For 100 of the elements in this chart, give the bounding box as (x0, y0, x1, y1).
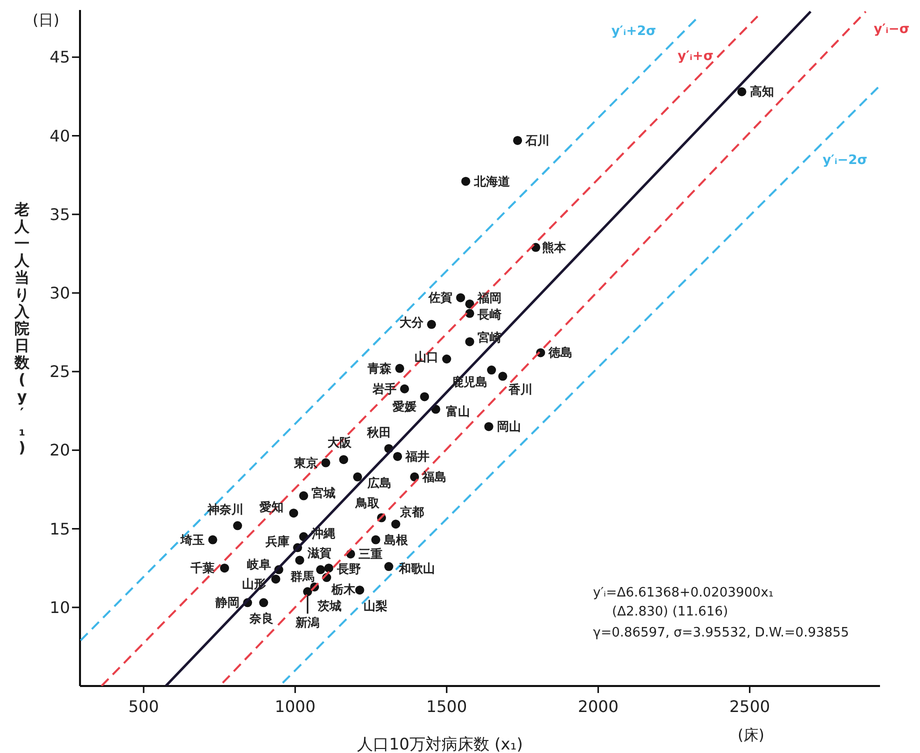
series-label: y′ᵢ−2σ (822, 152, 868, 168)
y-tick-label: 45 (50, 48, 70, 67)
x-tick-label: 500 (128, 697, 159, 716)
point (321, 458, 330, 468)
point (289, 508, 298, 518)
annotation: 熊本 (542, 240, 567, 254)
annotation: 秋田 (366, 426, 391, 440)
annotation: 奈良 (248, 612, 274, 626)
annotation: 徳島 (548, 346, 573, 360)
x-tick-label: 2500 (729, 697, 770, 716)
annotation: 三重 (358, 546, 383, 561)
point (233, 521, 242, 530)
annotation: 大分 (400, 315, 425, 330)
annotation: 福島 (422, 470, 447, 484)
annotation: 福岡 (476, 290, 502, 305)
annotation: 岩手 (372, 382, 397, 396)
annotation: 佐賀 (428, 290, 453, 305)
annotation: 新潟 (294, 616, 320, 630)
point (465, 337, 474, 346)
annotation: 愛知 (260, 500, 284, 514)
point (498, 372, 508, 381)
annotation: 千葉 (190, 561, 215, 576)
annotation: 山口 (414, 350, 439, 364)
annotation: 長崎 (476, 307, 502, 322)
point (353, 472, 362, 482)
point (271, 574, 280, 584)
annotation: 和歌山 (398, 562, 435, 576)
y-tick-label: 20 (50, 440, 70, 460)
annotation: 島根 (384, 532, 409, 547)
annotation: 山梨 (364, 599, 388, 614)
annotation: 沖縄 (310, 526, 336, 541)
point (487, 366, 496, 375)
point (295, 556, 304, 565)
annotation: 大阪 (328, 436, 353, 450)
annotation: 栃木 (330, 582, 357, 597)
y-tick-label: 40 (50, 126, 70, 146)
point (465, 308, 474, 318)
annotation: 福井 (404, 449, 430, 464)
annotation: 高知 (750, 84, 774, 99)
point (737, 87, 746, 96)
x-axis-title: 人口10万対病床数 (x₁) (357, 734, 523, 753)
annotation: 東京 (292, 456, 318, 470)
text: 老人一人当り入院日数 (y′₁) (14, 200, 30, 456)
annotation: 茨城 (316, 598, 342, 613)
point (465, 299, 474, 308)
y-tick-label: 15 (50, 519, 70, 538)
annotation: 岡山 (496, 420, 521, 434)
point (395, 364, 404, 373)
point (384, 562, 394, 572)
point (410, 472, 420, 482)
annotation: 群馬 (290, 570, 315, 584)
text: (日) (32, 11, 60, 29)
y-tick-label: 25 (50, 362, 70, 382)
y-tick-label: 35 (50, 204, 70, 224)
annotation: 青森 (366, 361, 393, 376)
point (427, 320, 436, 329)
annotation: γ=0.86597, σ=3.95532, D.W.=0.93855 (593, 626, 850, 640)
annotation: 兵庫 (264, 534, 290, 549)
point (400, 384, 410, 394)
annotation: 富山 (446, 404, 470, 418)
point (391, 520, 400, 529)
series-label: y′ᵢ+2σ (611, 24, 656, 39)
series-label: y′ᵢ+σ (678, 48, 714, 64)
annotation: 埼玉 (180, 532, 205, 547)
annotation: 滋賀 (306, 546, 332, 560)
annotation: 鳥取 (354, 496, 381, 510)
point (299, 491, 308, 500)
point (371, 535, 380, 544)
annotation: 香川 (508, 382, 533, 396)
point (324, 564, 334, 573)
point (442, 354, 452, 364)
annotation: 宮城 (312, 486, 336, 500)
text: (床) (738, 726, 764, 744)
point (303, 587, 312, 596)
point (208, 535, 218, 544)
annotation: 静岡 (214, 596, 240, 610)
point (339, 455, 348, 464)
annotation: 北海道 (472, 174, 511, 188)
annotation: y′ᵢ=Δ6.61368+0.0203900x₁ (593, 586, 774, 600)
annotation: 京都 (398, 505, 424, 520)
point (461, 176, 470, 186)
x-tick-label: 2000 (578, 697, 619, 716)
y-tick-label: 10 (50, 598, 70, 617)
x-tick-label: 1000 (274, 697, 316, 716)
annotation: 石川 (524, 133, 550, 148)
point (355, 586, 364, 595)
annotation: (Δ2.830) (11.616) (612, 604, 728, 620)
series-label: y′ᵢ−σ (874, 22, 910, 38)
annotation: 愛媛 (392, 400, 417, 414)
annotation: 長野 (336, 562, 361, 576)
annotation: 神奈川 (206, 502, 244, 517)
point (513, 136, 522, 145)
x-tick-label: 1500 (426, 697, 468, 716)
point (456, 293, 466, 302)
annotation: 岐阜 (246, 558, 271, 572)
annotation: 広島 (366, 476, 392, 490)
point (259, 598, 268, 608)
point (420, 392, 430, 402)
point (393, 452, 402, 461)
point (484, 422, 494, 432)
